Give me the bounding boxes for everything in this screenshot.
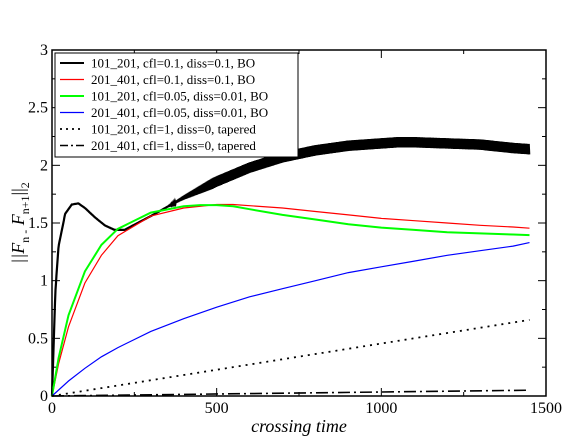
legend-label-6: 201_401, cfl=1, diss=0, tapered [91, 138, 256, 153]
legend-box [54, 52, 299, 158]
legend-label-3: 101_201, cfl=0.05, diss=0.01, BO [91, 89, 268, 104]
legend-label-4: 201_401, cfl=0.05, diss=0.01, BO [91, 105, 268, 120]
x-tick-label: 500 [205, 400, 229, 417]
axis-ticks: 0 500 1000 1500 0 0.5 1 1.5 2 2.5 3 [28, 42, 562, 417]
y-tick-label: 1 [40, 273, 48, 290]
x-axis-label: crossing time [251, 416, 347, 436]
legend-label-5: 101_201, cfl=1, diss=0, tapered [91, 122, 256, 137]
series-line-5 [51, 319, 530, 397]
x-tick-label: 0 [48, 400, 56, 417]
series-line-6 [51, 389, 530, 397]
y-tick-label: 0.5 [28, 330, 48, 347]
series-line-1 [50, 137, 531, 397]
legend-label-1: 101_201, cfl=0.1, diss=0.1, BO [91, 56, 255, 71]
series-line-2 [51, 203, 530, 397]
series-line-3 [51, 204, 530, 397]
y-tick-label: 0 [40, 388, 48, 405]
x-tick-label: 1000 [365, 400, 397, 417]
y-tick-label: 1.5 [28, 215, 48, 232]
x-tick-label: 1500 [530, 400, 562, 417]
series-line-4 [51, 242, 530, 397]
y-axis-label: ||Fn - Fn+1||2 [8, 182, 32, 263]
y-tick-label: 2.5 [28, 100, 48, 117]
series-lines [50, 137, 531, 397]
legend-label-2: 201_401, cfl=0.1, diss=0.1, BO [91, 72, 255, 87]
y-tick-label: 2 [40, 157, 48, 174]
y-tick-label: 3 [40, 42, 48, 59]
